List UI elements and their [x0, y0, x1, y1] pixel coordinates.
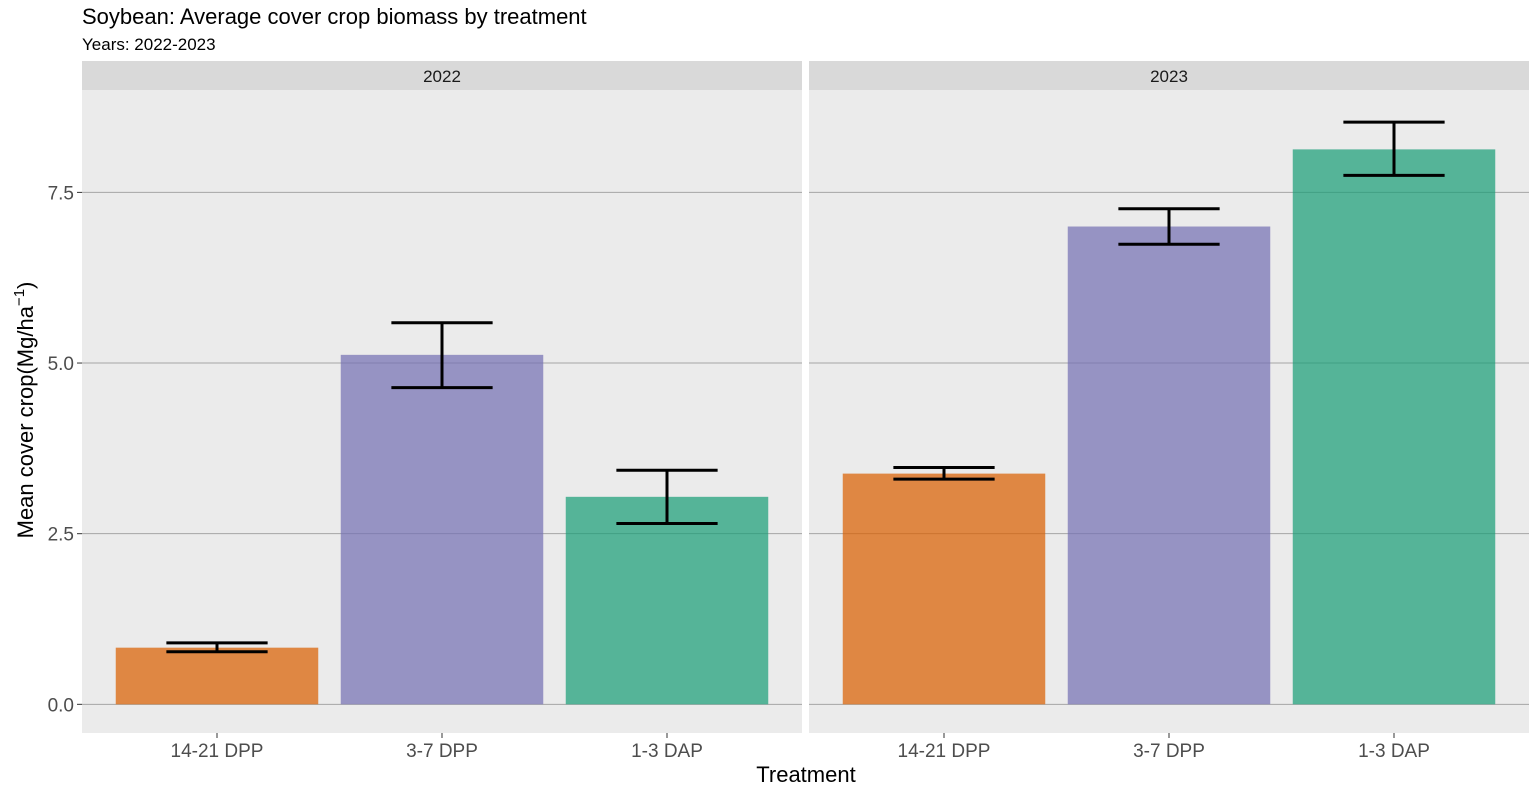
facet-strip-label: 2022 [423, 67, 461, 86]
x-tick-label: 14-21 DPP [898, 741, 991, 762]
y-axis-title-main: Mean cover crop(Mg/ha [13, 305, 38, 538]
facet-strip-label: 2023 [1150, 67, 1188, 86]
bar-3-7 DPP [1067, 226, 1271, 705]
y-axis-title-close: ) [13, 282, 38, 289]
y-axis-title-superscript: −1 [11, 289, 28, 306]
chart-title: Soybean: Average cover crop biomass by t… [82, 4, 587, 29]
chart-subtitle: Years: 2022-2023 [82, 35, 216, 54]
y-axis: 0.0 2.5 5.0 7.5 [48, 183, 82, 716]
facet-panel-2023: 2023 14-21 DPP 3-7 DPP 1-3 DAP [809, 61, 1529, 762]
x-tick-label: 3-7 DPP [406, 741, 478, 762]
y-axis-title: Mean cover crop(Mg/ha−1) [11, 282, 38, 539]
facet-strip [809, 61, 1529, 90]
bar-14-21 DPP [115, 647, 319, 705]
bar-14-21 DPP [842, 473, 1046, 705]
y-tick-label: 2.5 [48, 525, 74, 546]
y-tick-label: 0.0 [48, 695, 74, 716]
x-tick-label: 14-21 DPP [171, 741, 264, 762]
x-tick-label: 3-7 DPP [1133, 741, 1205, 762]
y-tick-label: 7.5 [48, 183, 74, 204]
facet-panels: 2022 14-21 DPP 3-7 DPP 1-3 DAP 2023 14-21 DPP… [82, 61, 1529, 762]
x-tick-label: 1-3 DAP [1358, 741, 1430, 762]
bar-1-3 DAP [1292, 149, 1496, 705]
facet-panel-2022: 2022 14-21 DPP 3-7 DPP 1-3 DAP [82, 61, 802, 762]
facet-strip [82, 61, 802, 90]
x-tick-label: 1-3 DAP [631, 741, 703, 762]
y-tick-label: 5.0 [48, 354, 74, 375]
x-axis-title: Treatment [756, 762, 855, 787]
bar-3-7 DPP [340, 354, 544, 705]
bar-1-3 DAP [565, 496, 769, 705]
